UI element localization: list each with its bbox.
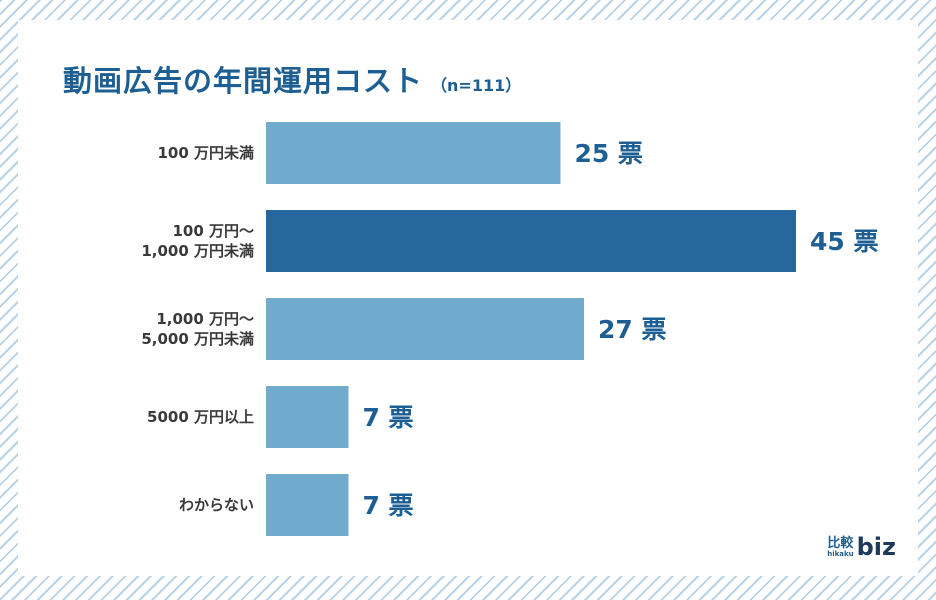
bar-0 <box>266 122 561 184</box>
value-label-3: 7 票 <box>362 403 413 432</box>
category-label-2: 1,000 万円〜 5,000 万円未満 <box>141 310 254 348</box>
bar-1 <box>266 210 796 272</box>
category-label-line: 1,000 万円〜 <box>156 310 254 328</box>
hikaku-biz-logo: 比較 hikaku biz <box>827 533 896 561</box>
category-label-line: 1,000 万円未満 <box>141 242 254 260</box>
category-label-0: 100 万円未満 <box>157 144 254 162</box>
category-label-3: 5000 万円以上 <box>147 408 254 426</box>
value-label-0: 25 票 <box>574 139 643 168</box>
bar-3 <box>266 386 349 448</box>
value-label-2: 27 票 <box>598 315 667 344</box>
category-label-line: 100 万円未満 <box>157 144 254 162</box>
chart-card: 動画広告の年間運用コスト （n=111） 100 万円未満 25 票 100 万円〜 1… <box>18 20 918 576</box>
category-label-1: 100 万円〜 1,000 万円未満 <box>141 222 254 260</box>
value-label-4: 7 票 <box>362 491 413 520</box>
logo-subtext: hikaku <box>827 550 854 558</box>
bar-2 <box>266 298 584 360</box>
sample-size-label: （n=111） <box>431 76 522 95</box>
bar-chart: 100 万円未満 25 票 100 万円〜 1,000 万円未満 45 票 1,000 万… <box>141 122 879 536</box>
logo-wordmark: biz <box>856 533 896 561</box>
category-label-line: 5000 万円以上 <box>147 408 254 426</box>
logo-kanji: 比較 <box>827 536 854 551</box>
logo-mark: 比較 hikaku <box>827 537 853 558</box>
category-label-line: 100 万円〜 <box>172 222 254 240</box>
chart-title: 動画広告の年間運用コスト （n=111） <box>63 58 521 100</box>
category-label-line: わからない <box>179 496 254 514</box>
category-label-line: 5,000 万円未満 <box>141 330 254 348</box>
chart-title-text: 動画広告の年間運用コスト <box>63 64 424 98</box>
bar-4 <box>266 474 349 536</box>
category-label-4: わからない <box>179 496 254 514</box>
value-label-1: 45 票 <box>810 227 879 256</box>
